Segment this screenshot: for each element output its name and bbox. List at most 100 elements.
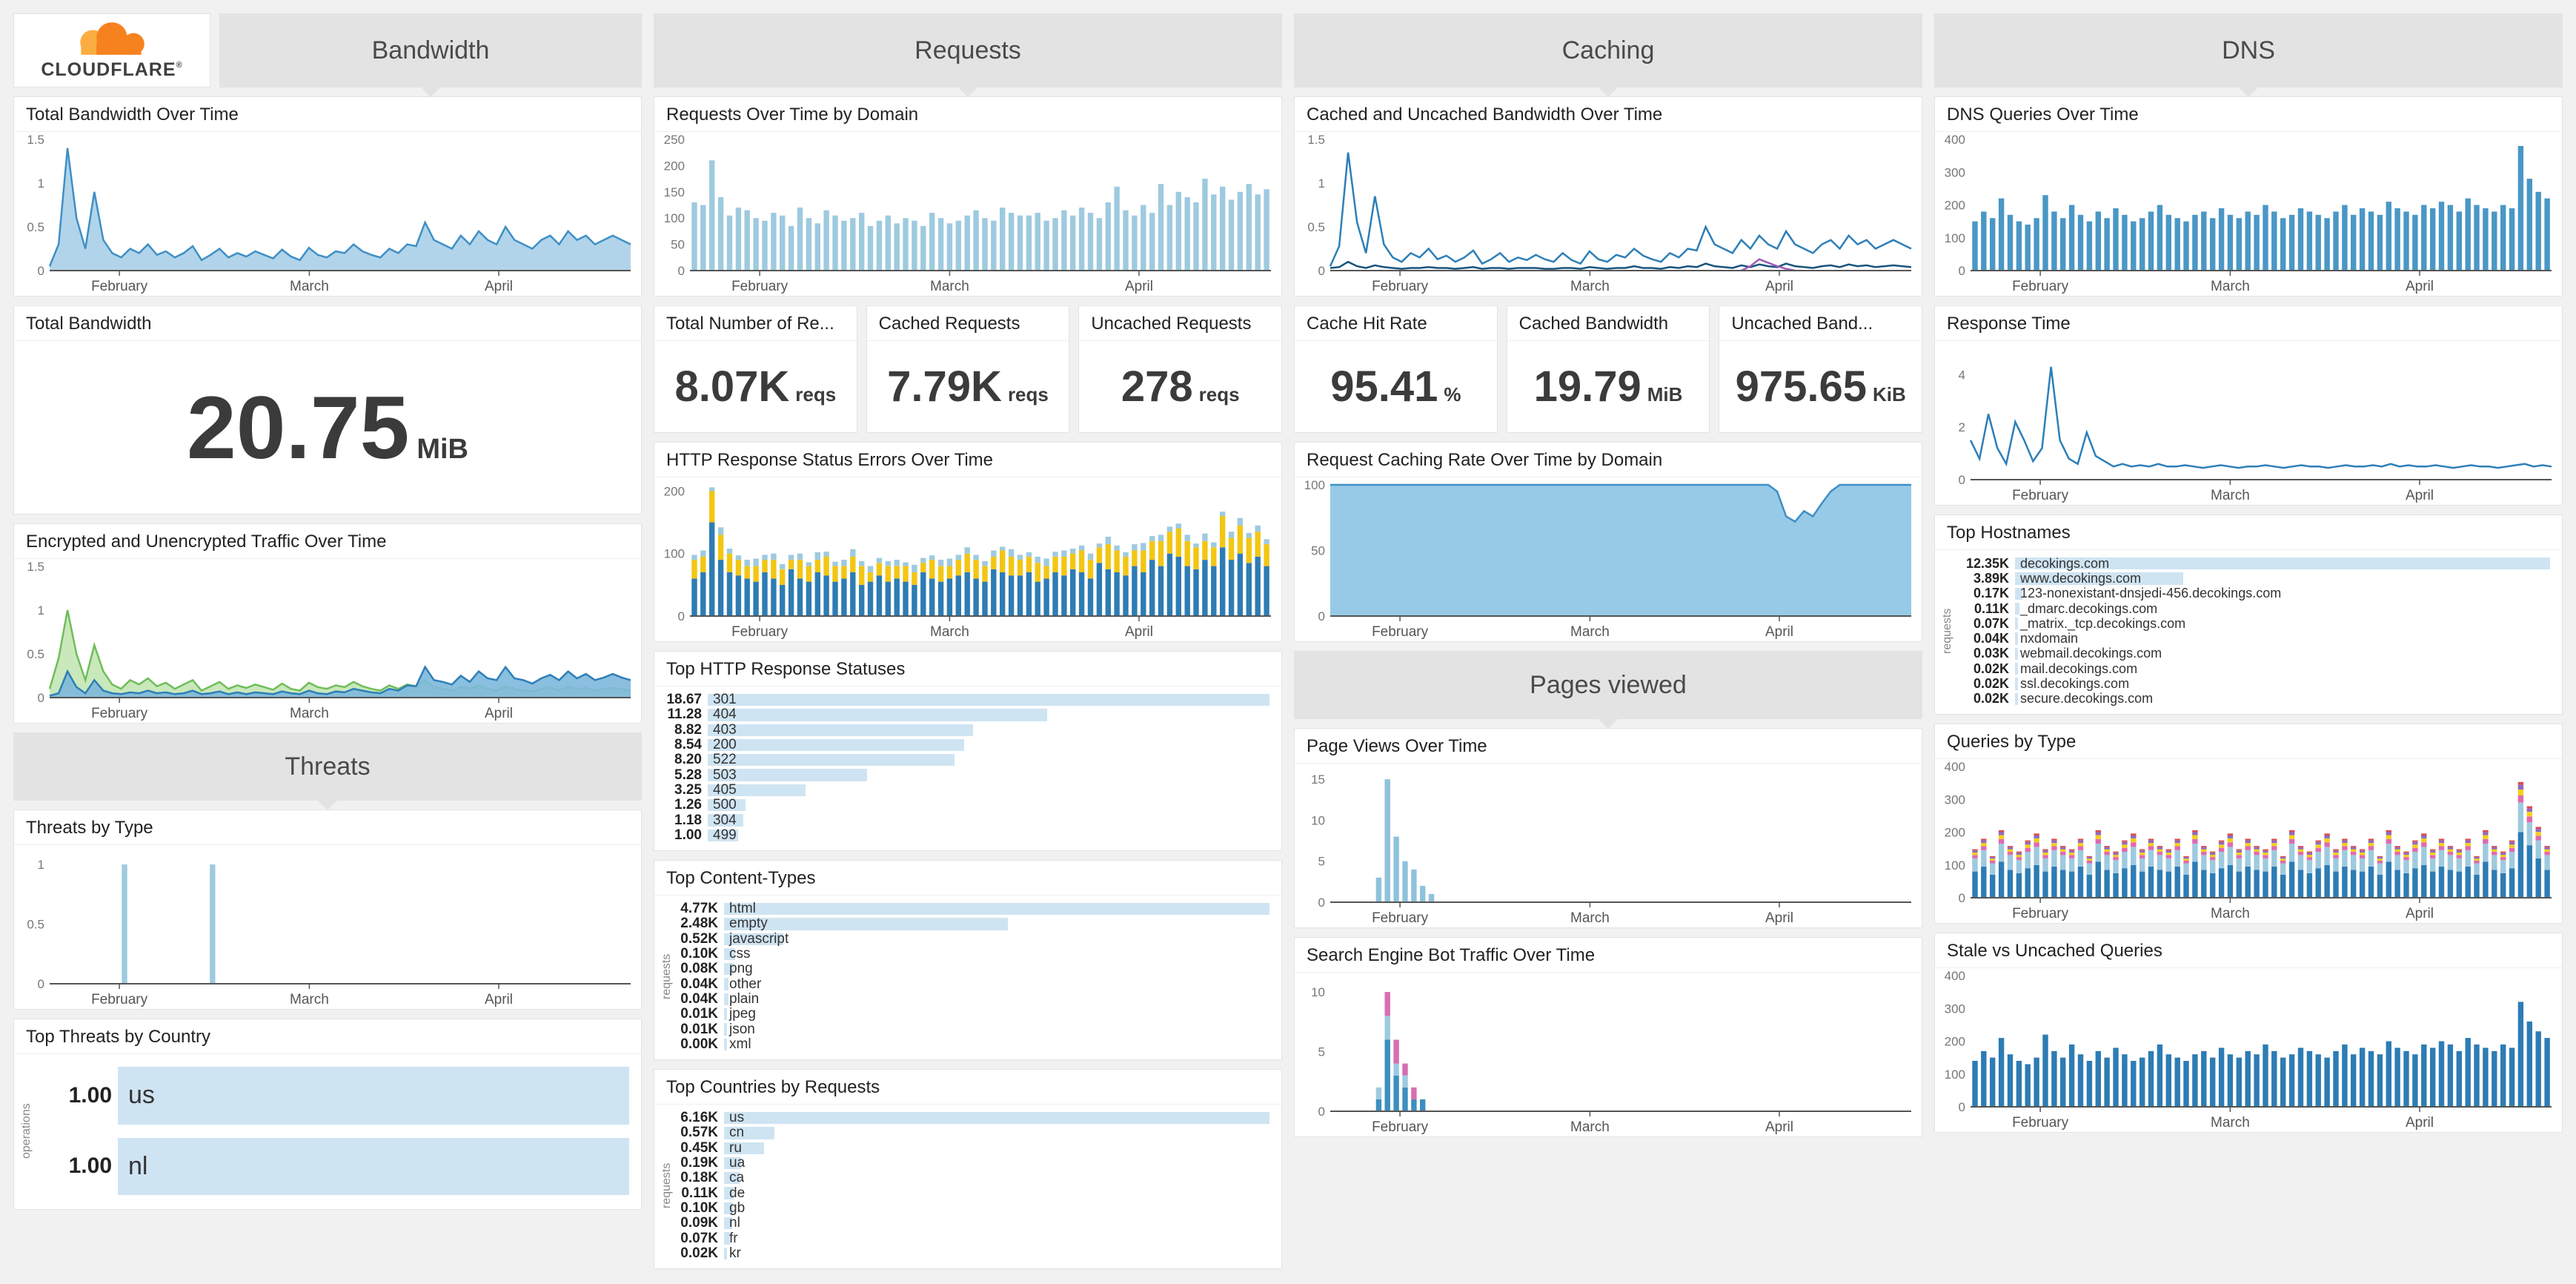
section-header-requests[interactable]: Requests xyxy=(654,13,1282,97)
top-threats-by-country-chart[interactable]: operations 1.00 us 1.00 nl xyxy=(14,1054,641,1209)
panel-title: Response Time xyxy=(1935,306,2562,341)
top-hostnames-chart[interactable]: requests 12.35K decokings.com 3.89K www.deco… xyxy=(1935,550,2562,714)
bar-row-png[interactable]: 0.08K png xyxy=(675,961,1269,976)
encrypted-traffic-chart[interactable]: 0 0.5 1 1.5 February March April xyxy=(14,559,641,723)
top-statuses-chart[interactable]: 18.67 301 11.28 404 8.82 403 8.54 200 8.20 522 5.2… xyxy=(654,686,1281,850)
svg-text:February: February xyxy=(2012,906,2069,921)
bar-row-522[interactable]: 8.20 522 xyxy=(659,752,1269,767)
bar-row-ua[interactable]: 0.19K ua xyxy=(675,1155,1269,1171)
bar-row-ca[interactable]: 0.18K ca xyxy=(675,1170,1269,1185)
bar-row-json[interactable]: 0.01K json xyxy=(675,1022,1269,1037)
bar-row-ru[interactable]: 0.45K ru xyxy=(675,1140,1269,1156)
section-header-threats[interactable]: Threats xyxy=(13,732,642,810)
bar-row-123-nonexistant-dnsjedi-456.decokings.com[interactable]: 0.17K 123-nonexistant-dnsjedi-456.decokin… xyxy=(1956,586,2550,601)
bar-row-nl[interactable]: 0.09K nl xyxy=(675,1215,1269,1231)
section-title: Requests xyxy=(914,36,1021,64)
section-title: Threats xyxy=(285,752,371,781)
bar-row-empty[interactable]: 2.48K empty xyxy=(675,916,1269,931)
panel-title: Queries by Type xyxy=(1935,724,2562,759)
panel-queries-by-type: Queries by Type 0 100 200 300 400 February Mar… xyxy=(1934,724,2563,924)
bar-row-www.decokings.com[interactable]: 3.89K www.decokings.com xyxy=(1956,571,2550,586)
bar-row-decokings.com[interactable]: 12.35K decokings.com xyxy=(1956,556,2550,571)
bar-row-other[interactable]: 0.04K other xyxy=(675,976,1269,992)
svg-text:0: 0 xyxy=(1959,473,1965,487)
bar-row-200[interactable]: 8.54 200 xyxy=(659,737,1269,752)
bar-value: 0.04K xyxy=(1973,631,2009,646)
requests-over-time-chart[interactable]: 0 50 100 150 200 250 February March April xyxy=(654,132,1281,296)
panel-title: Stale vs Uncached Queries xyxy=(1935,933,2562,968)
cached-uncached-bandwidth-chart[interactable]: 0 0.5 1 1.5 February March April xyxy=(1295,132,1922,296)
bar-row-kr[interactable]: 0.02K kr xyxy=(675,1245,1269,1261)
bar-row-mail.decokings.com[interactable]: 0.02K mail.decokings.com xyxy=(1956,661,2550,676)
dns-queries-chart[interactable]: 0 100 200 300 400 February March April xyxy=(1935,132,2562,296)
bar-row-us[interactable]: 1.00 us xyxy=(35,1060,629,1131)
bar xyxy=(724,1142,764,1154)
section-header-bandwidth[interactable]: Bandwidth xyxy=(219,13,642,97)
top-content-types-chart[interactable]: requests 4.77K html 2.48K empty 0.52K javascri… xyxy=(654,896,1281,1059)
bar-row-fr[interactable]: 0.07K fr xyxy=(675,1231,1269,1246)
bar-row-javascript[interactable]: 0.52K javascript xyxy=(675,931,1269,947)
panel-cached-bandwidth: Cached Bandwidth 19.79 MiB xyxy=(1506,305,1710,433)
cloudflare-logo[interactable]: CLOUDFLARE ® xyxy=(13,13,210,87)
bar xyxy=(708,754,955,767)
bar xyxy=(724,947,736,961)
bar-row-301[interactable]: 18.67 301 xyxy=(659,692,1269,707)
bar-row-gb[interactable]: 0.10K gb xyxy=(675,1200,1269,1216)
page-views-chart[interactable]: 0 5 10 15 February March April xyxy=(1295,764,1922,927)
svg-text:April: April xyxy=(1765,624,1793,640)
bar-row-499[interactable]: 1.00 499 xyxy=(659,827,1269,843)
y-axis-label: requests xyxy=(1941,608,1953,655)
total-bandwidth-stat: 20.75 MiB xyxy=(187,377,468,479)
svg-text:April: April xyxy=(1765,910,1793,926)
svg-text:0: 0 xyxy=(1318,609,1325,623)
bar-row-_dmarc.decokings.com[interactable]: 0.11K _dmarc.decokings.com xyxy=(1956,601,2550,616)
response-time-chart[interactable]: 0 2 4 February March April xyxy=(1935,341,2562,505)
bar-row-503[interactable]: 5.28 503 xyxy=(659,767,1269,783)
bar-row-webmail.decokings.com[interactable]: 0.03K webmail.decokings.com xyxy=(1956,646,2550,661)
http-errors-chart[interactable]: 0 100 200 February March April xyxy=(654,477,1281,641)
bar-row-secure.decokings.com[interactable]: 0.02K secure.decokings.com xyxy=(1956,691,2550,706)
bar-row-405[interactable]: 3.25 405 xyxy=(659,782,1269,798)
section-header-caching[interactable]: Caching xyxy=(1294,13,1922,97)
bar-row-xml[interactable]: 0.00K xml xyxy=(675,1036,1269,1052)
top-countries-chart[interactable]: requests 6.16K us 0.57K cn 0.45K ru 0.19K ua 0.18… xyxy=(654,1105,1281,1268)
bar-row-css[interactable]: 0.10K css xyxy=(675,946,1269,962)
bar-row-plain[interactable]: 0.04K plain xyxy=(675,991,1269,1007)
bar-row-us[interactable]: 6.16K us xyxy=(675,1110,1269,1125)
svg-text:5: 5 xyxy=(1318,855,1325,869)
svg-text:1.5: 1.5 xyxy=(1307,133,1325,147)
svg-text:February: February xyxy=(731,624,789,640)
panel-threats-by-type: Threats by Type 0 0.5 1 February March April xyxy=(13,810,642,1010)
svg-text:400: 400 xyxy=(1945,969,1965,983)
bar-row-500[interactable]: 1.26 500 xyxy=(659,797,1269,813)
caching-rate-chart[interactable]: 0 50 100 February March April xyxy=(1295,477,1922,641)
panel-title: Cache Hit Rate xyxy=(1295,306,1497,341)
bar-row-403[interactable]: 8.82 403 xyxy=(659,722,1269,738)
bar-row-jpeg[interactable]: 0.01K jpeg xyxy=(675,1006,1269,1022)
bar-row-html[interactable]: 4.77K html xyxy=(675,901,1269,916)
svg-text:February: February xyxy=(91,706,148,721)
bar xyxy=(708,769,867,781)
bar-row-nl[interactable]: 1.00 nl xyxy=(35,1131,629,1202)
bar-row-de[interactable]: 0.11K de xyxy=(675,1185,1269,1201)
section-header-dns[interactable]: DNS xyxy=(1934,13,2563,97)
bar-row-304[interactable]: 1.18 304 xyxy=(659,813,1269,828)
bot-traffic-chart[interactable]: 0 5 10 February March April xyxy=(1295,973,1922,1136)
bar xyxy=(724,1127,775,1139)
bar-row-404[interactable]: 11.28 404 xyxy=(659,706,1269,722)
panel-title: Threats by Type xyxy=(14,810,641,845)
section-header-pages-viewed[interactable]: Pages viewed xyxy=(1294,651,1922,729)
threats-by-type-chart[interactable]: 0 0.5 1 February March April xyxy=(14,845,641,1009)
svg-text:100: 100 xyxy=(1945,858,1965,873)
bar-row-nxdomain[interactable]: 0.04K nxdomain xyxy=(1956,631,2550,646)
bar-row-cn[interactable]: 0.57K cn xyxy=(675,1125,1269,1140)
total-bandwidth-over-time-chart[interactable]: 0 0.5 1 1.5 February March April xyxy=(14,132,641,296)
svg-text:April: April xyxy=(485,992,513,1007)
svg-text:April: April xyxy=(1125,624,1153,640)
svg-text:2: 2 xyxy=(1959,420,1965,434)
bar-row-_matrix._tcp.decokings.com[interactable]: 0.07K _matrix._tcp.decokings.com xyxy=(1956,616,2550,631)
queries-by-type-chart[interactable]: 0 100 200 300 400 February March April xyxy=(1935,759,2562,923)
stale-queries-chart[interactable]: 0 100 200 300 400 February March April xyxy=(1935,968,2562,1132)
panel-top-hostnames: Top Hostnames requests 12.35K decokings.co… xyxy=(1934,514,2563,715)
bar-row-ssl.decokings.com[interactable]: 0.02K ssl.decokings.com xyxy=(1956,676,2550,691)
